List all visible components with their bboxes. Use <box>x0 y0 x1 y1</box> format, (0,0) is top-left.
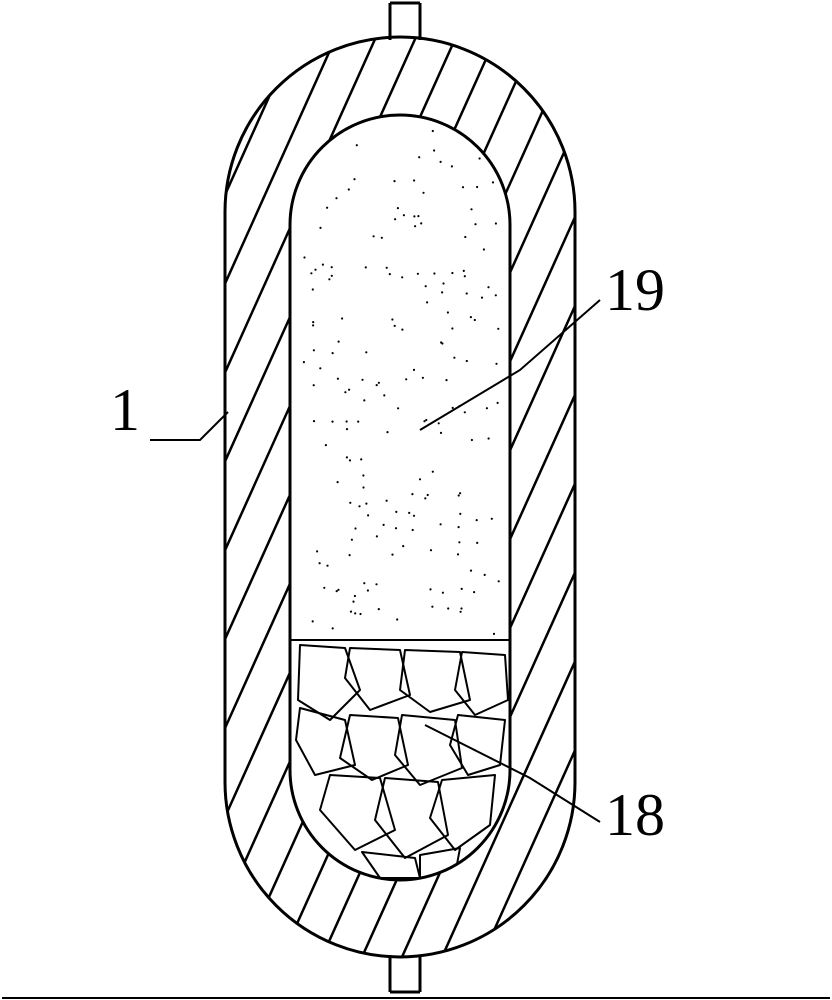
vessel-wall-hatching <box>0 17 832 977</box>
vessel-outer-outline <box>225 37 575 957</box>
label-18-text: 18 <box>605 782 665 848</box>
label-1-text: 1 <box>110 377 140 443</box>
label-19-text: 19 <box>605 257 665 323</box>
label-19: 19 <box>420 257 665 430</box>
vessel-inner-outline <box>290 115 510 880</box>
bottom-port <box>390 955 420 992</box>
label-1: 1 <box>110 377 228 443</box>
top-port <box>390 3 420 40</box>
label-18: 18 <box>425 725 665 848</box>
lower-fill-pebbles <box>296 645 508 878</box>
upper-fill-dots <box>303 130 500 635</box>
diagram-canvas: 1 19 18 <box>0 0 832 1000</box>
